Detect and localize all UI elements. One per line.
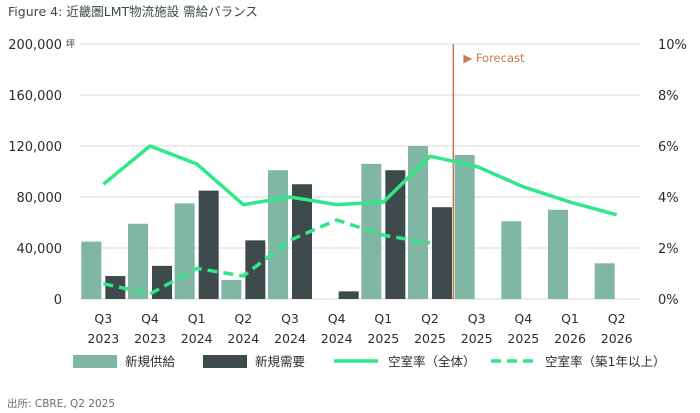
gridlines [80, 43, 640, 300]
bar-supply [81, 241, 102, 299]
legend-label: 空室率（全体） [388, 354, 476, 369]
x-tick-year: 2023 [134, 331, 166, 346]
x-axis-ticks: Q3 2023 Q4 2023 Q1 2024 Q2 2024 Q3 2024 Q4 2024 Q1 20… [87, 311, 632, 346]
x-tick-year: 2025 [461, 331, 493, 346]
legend: 新規供給 新規需要 空室率（全体） 空室率（築1年以上） [73, 354, 665, 369]
x-tick-year: 2025 [414, 331, 446, 346]
y-left-tick-label: 40,000 [17, 242, 63, 257]
bar-supply [548, 209, 568, 299]
x-tick-year: 2025 [367, 331, 399, 346]
y-left-tick-label: 200,000 [8, 38, 62, 53]
bar-supply [174, 203, 195, 299]
y-right-tick-label: 6% [658, 140, 679, 155]
bar-supply [221, 279, 242, 299]
bar-demand [105, 276, 126, 299]
bar-demand [198, 190, 219, 299]
y-right-tick-label: 4% [658, 191, 679, 206]
x-tick-quarter: Q1 [188, 311, 206, 326]
y-left-tick-label: 80,000 [17, 191, 63, 206]
legend-swatch [73, 355, 117, 368]
x-tick-quarter: Q4 [514, 311, 532, 326]
bar-supply [408, 146, 428, 299]
y-axis-left-ticks: 0 40,000 80,000 120,000 160,000 200,000 [8, 38, 62, 308]
forecast-label: ▶ Forecast [463, 51, 525, 65]
legend-label: 空室率（築1年以上） [545, 354, 665, 369]
bar-demand [385, 170, 406, 299]
y-right-tick-label: 10% [658, 38, 687, 53]
y-right-tick-label: 8% [658, 89, 679, 104]
x-tick-year: 2026 [601, 331, 633, 346]
x-tick-quarter: Q2 [608, 311, 626, 326]
legend-label: 新規需要 [255, 354, 305, 369]
x-tick-year: 2024 [227, 331, 259, 346]
y-right-tick-label: 2% [658, 242, 679, 257]
line-vacancy-1yr [102, 218, 431, 296]
x-tick-quarter: Q3 [468, 311, 486, 326]
x-tick-year: 2026 [554, 331, 586, 346]
x-tick-quarter: Q2 [421, 311, 439, 326]
bar-supply [501, 221, 522, 299]
lines [102, 144, 618, 296]
bar-demand [338, 291, 359, 299]
bar-demand [245, 240, 266, 299]
x-tick-quarter: Q3 [281, 311, 299, 326]
bar-supply [268, 170, 288, 299]
chart-title: Figure 4: 近畿圏LMT物流施設 需給バランス [8, 4, 258, 19]
y-left-tick-label: 160,000 [8, 89, 62, 104]
x-tick-year: 2023 [87, 331, 119, 346]
x-tick-year: 2025 [507, 331, 539, 346]
x-tick-quarter: Q3 [94, 311, 112, 326]
bar-demand [432, 207, 452, 299]
y-left-tick-label: 120,000 [8, 140, 62, 155]
x-tick-quarter: Q4 [328, 311, 346, 326]
source-note: 出所: CBRE, Q2 2025 [7, 397, 115, 410]
x-tick-quarter: Q1 [561, 311, 579, 326]
bars [81, 146, 615, 299]
line-vacancy-total [102, 144, 618, 217]
x-tick-quarter: Q4 [141, 311, 159, 326]
x-tick-year: 2024 [321, 331, 353, 346]
bar-demand [292, 184, 312, 299]
y-left-tick-label: 0 [54, 293, 62, 308]
y-axis-right-ticks: 0% 2% 4% 6% 8% 10% [658, 38, 687, 308]
x-tick-quarter: Q1 [374, 311, 392, 326]
bar-supply [454, 154, 475, 299]
legend-swatch [203, 355, 247, 368]
bar-supply [594, 263, 615, 299]
y-axis-unit: 坪 [66, 39, 75, 50]
x-tick-quarter: Q2 [234, 311, 252, 326]
y-right-tick-label: 0% [658, 293, 679, 308]
bar-supply [128, 223, 148, 299]
x-tick-year: 2024 [181, 331, 213, 346]
legend-label: 新規供給 [125, 354, 176, 369]
x-tick-year: 2024 [274, 331, 306, 346]
